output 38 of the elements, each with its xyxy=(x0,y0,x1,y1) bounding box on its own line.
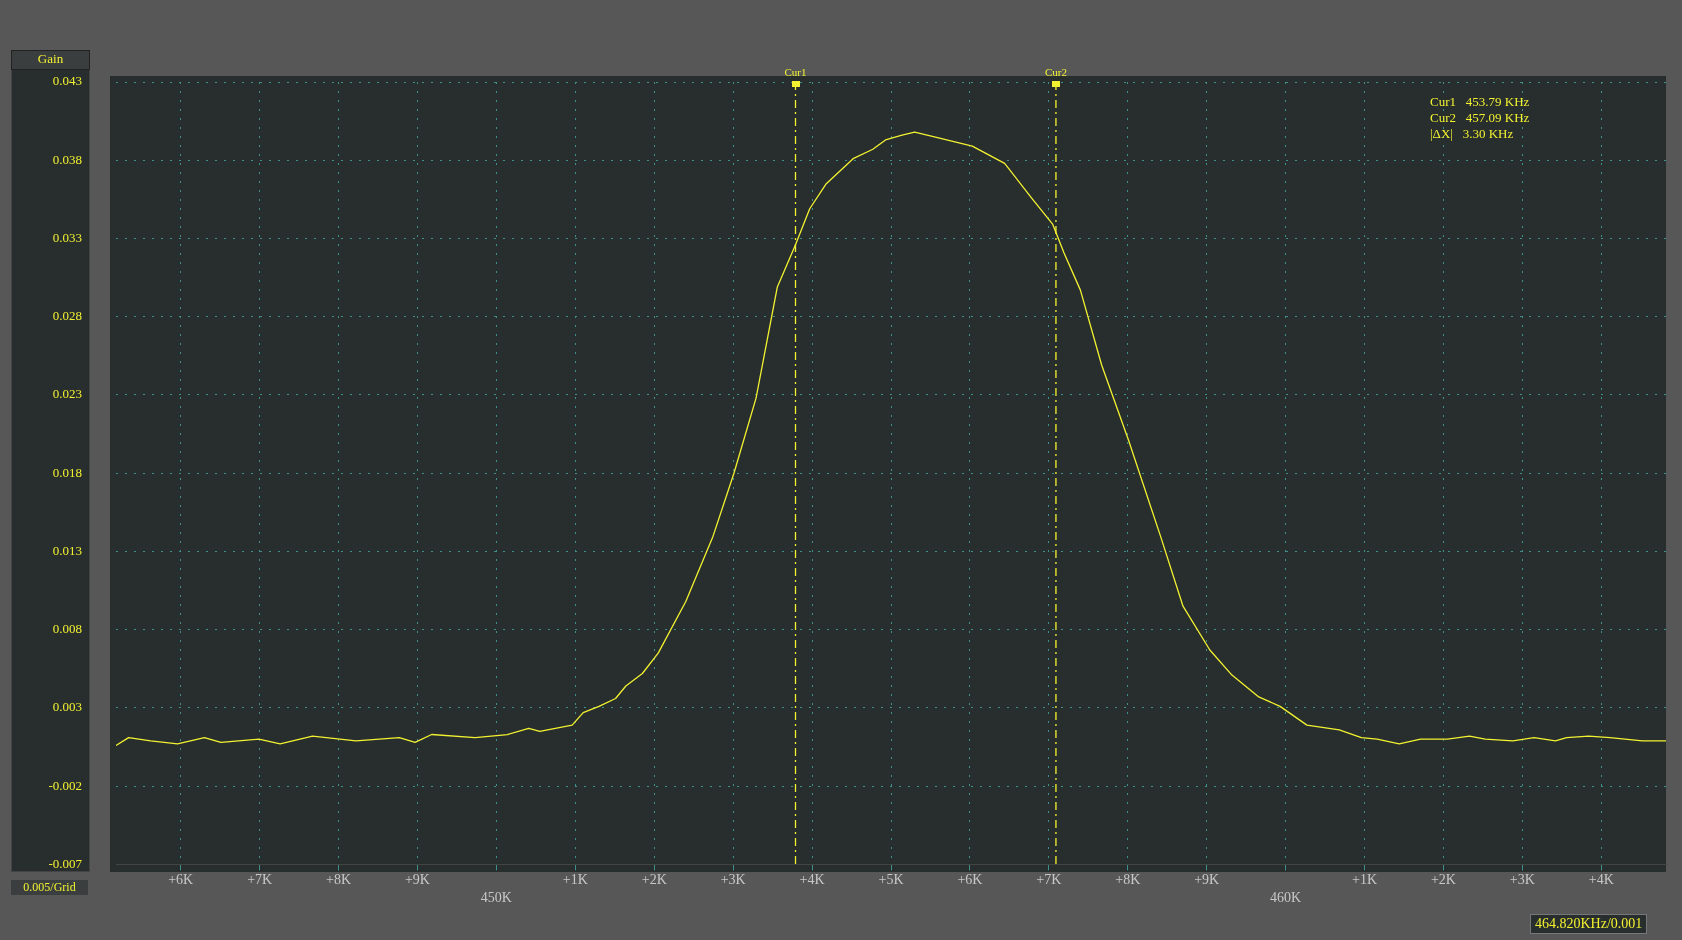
text: +9K xyxy=(404,872,430,888)
y-tick-label: 0.003 xyxy=(52,699,82,715)
text: +3K xyxy=(1509,872,1535,888)
text: +5K xyxy=(878,872,904,888)
ref-line-label: Cur1 xyxy=(784,66,807,79)
y-tick-label: 0.008 xyxy=(52,621,82,637)
text: +8K xyxy=(1115,872,1141,888)
x-tick-label: 450K xyxy=(480,890,512,906)
text: +3K xyxy=(720,872,746,888)
text: +4K xyxy=(799,872,825,888)
text: +8K xyxy=(326,872,352,888)
y-tick-label: -0.002 xyxy=(48,777,82,793)
text: +2K xyxy=(641,872,667,888)
text: +6K xyxy=(957,872,983,888)
y-tick-label: 0.038 xyxy=(52,151,82,167)
y-axis-title: Gain xyxy=(11,50,90,70)
text: +7K xyxy=(247,872,273,888)
text: +6K xyxy=(168,872,194,888)
y-tick-label: 0.028 xyxy=(52,308,82,324)
y-tick-label: 0.023 xyxy=(52,386,82,402)
y-tick-label: 0.033 xyxy=(52,229,82,245)
text: 464.820KHz/0.001 xyxy=(1530,914,1648,934)
y-tick-label: 0.018 xyxy=(52,464,82,480)
text: +1K xyxy=(562,872,588,888)
text: +1K xyxy=(1352,872,1378,888)
x-tick-label: 460K xyxy=(1270,890,1302,906)
ref-line-label: Cur2 xyxy=(1044,66,1067,79)
y-tick-label: 0.043 xyxy=(52,73,82,89)
y-tick-label: 0.013 xyxy=(52,542,82,558)
text: 0.005/Grid xyxy=(11,880,88,895)
annotation: Cur2 457.09 KHz xyxy=(1430,110,1530,125)
text: +4K xyxy=(1588,872,1614,888)
y-tick-label: -0.007 xyxy=(48,855,83,871)
annotation: Cur1 453.79 KHz xyxy=(1430,94,1530,109)
text: +2K xyxy=(1430,872,1456,888)
text: +7K xyxy=(1036,872,1062,888)
annotation: |ΔX| 3.30 KHz xyxy=(1430,126,1514,141)
text: +9K xyxy=(1194,872,1220,888)
